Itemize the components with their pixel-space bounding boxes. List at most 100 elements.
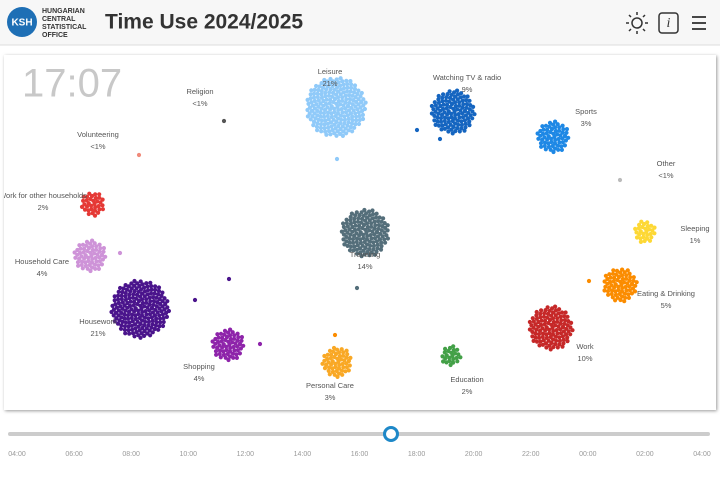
person-dot — [352, 90, 357, 95]
person-dot — [335, 116, 341, 121]
person-dot — [345, 352, 350, 357]
activity-share: 10% — [577, 354, 592, 363]
person-dot — [134, 330, 139, 335]
person-dot — [465, 94, 470, 99]
theme-button[interactable] — [626, 12, 648, 34]
person-dot — [111, 313, 116, 318]
person-dot — [343, 93, 348, 98]
person-dot — [319, 95, 324, 100]
person-dot — [340, 133, 345, 138]
person-dot — [360, 116, 366, 122]
person-dot — [624, 276, 629, 281]
person-dot — [131, 303, 136, 308]
person-dot — [631, 278, 636, 283]
person-dot — [556, 136, 561, 142]
person-dot — [553, 308, 559, 313]
person-dot — [355, 107, 360, 112]
person-dot — [84, 239, 90, 244]
person-dot — [439, 119, 444, 124]
person-dot — [317, 84, 322, 89]
person-dot — [541, 127, 546, 132]
person-dot — [453, 103, 458, 109]
person-dot — [126, 316, 131, 321]
person-dot — [117, 250, 123, 256]
activity-share: 1% — [690, 236, 701, 245]
person-dot — [562, 318, 568, 323]
person-dot — [443, 98, 449, 103]
person-dot — [353, 223, 358, 228]
clock: 17:07 — [22, 62, 122, 106]
person-dot — [339, 107, 344, 112]
person-dot — [384, 233, 389, 238]
person-dot — [537, 328, 543, 333]
person-dot — [369, 236, 374, 241]
person-dot — [356, 227, 361, 232]
person-dot — [354, 118, 359, 123]
person-dot — [362, 252, 367, 257]
person-dot — [80, 266, 85, 271]
person-dot — [149, 315, 154, 320]
activity-label: Leisure — [318, 67, 343, 76]
person-dot — [560, 344, 565, 349]
logo-circle — [7, 7, 37, 37]
person-dot — [534, 309, 539, 315]
person-dot — [99, 262, 104, 267]
slider-knob[interactable] — [383, 426, 399, 442]
person-dot — [342, 86, 347, 91]
person-dot — [310, 103, 315, 108]
person-dot — [153, 284, 158, 289]
person-dot — [123, 320, 129, 325]
person-dot — [556, 311, 561, 316]
person-dot — [157, 297, 162, 302]
person-dot — [610, 271, 616, 276]
person-dot — [241, 343, 246, 348]
person-dot — [342, 114, 347, 119]
person-dot — [122, 316, 127, 321]
person-dot — [467, 119, 472, 124]
person-dot — [379, 244, 384, 249]
person-dot — [559, 147, 565, 152]
person-dot — [318, 114, 323, 119]
person-dot — [120, 300, 125, 305]
timeline-ticks: 04:00 06:00 08:00 10:00 12:00 14:00 16:00 18:00… — [8, 451, 711, 458]
person-dot — [133, 313, 138, 318]
person-dot — [338, 92, 343, 97]
person-dot — [161, 316, 166, 321]
person-dot — [460, 98, 465, 103]
person-dot — [367, 218, 372, 223]
person-dot — [633, 226, 638, 231]
person-dot — [215, 332, 220, 337]
person-dot — [315, 91, 320, 96]
activity-cluster: Work for other households 2% — [4, 191, 105, 218]
person-dot — [319, 129, 324, 134]
person-dot — [367, 209, 372, 214]
timeline-tick-label: 22:00 — [522, 451, 540, 458]
person-dot — [381, 216, 386, 221]
timeline-tick-label: 20:00 — [465, 451, 483, 458]
person-dot — [431, 107, 436, 112]
person-dot — [565, 314, 570, 319]
person-dot — [322, 126, 327, 131]
info-button[interactable] — [658, 12, 679, 34]
person-dot — [157, 324, 162, 329]
person-dot — [356, 216, 361, 221]
person-dot — [149, 291, 154, 296]
person-dot — [544, 131, 549, 136]
person-dot — [603, 273, 609, 278]
activity-label: Traveling — [350, 250, 381, 259]
person-dot — [365, 233, 370, 239]
person-dot — [123, 290, 128, 296]
person-dot — [472, 112, 477, 117]
menu-button[interactable] — [692, 16, 706, 30]
person-dot — [352, 216, 357, 221]
person-dot — [347, 363, 352, 368]
person-dot — [145, 292, 150, 297]
person-dot — [79, 259, 85, 264]
person-dot — [96, 204, 101, 209]
person-dot — [314, 83, 319, 89]
person-dot — [459, 122, 464, 127]
person-dot — [336, 107, 341, 113]
person-dot — [165, 305, 170, 310]
person-dot — [218, 355, 223, 360]
person-dot — [346, 128, 351, 133]
